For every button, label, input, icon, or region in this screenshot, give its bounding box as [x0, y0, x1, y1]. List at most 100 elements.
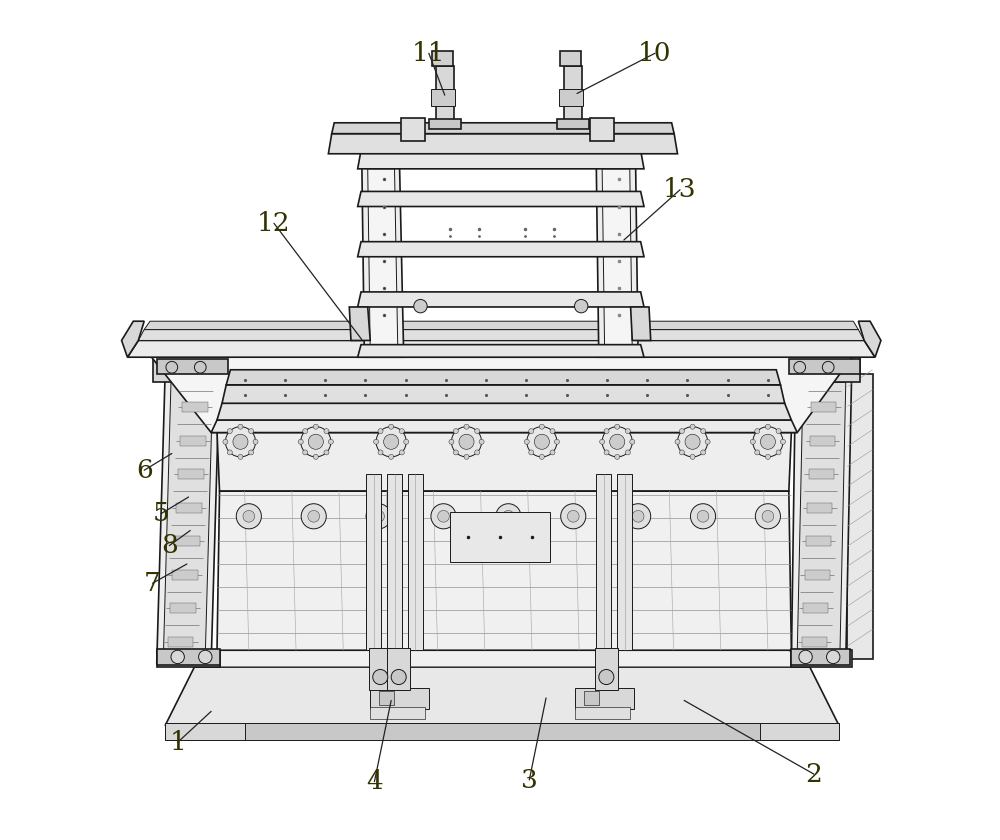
Circle shape	[529, 428, 534, 433]
Circle shape	[243, 511, 255, 522]
Circle shape	[675, 439, 680, 444]
Polygon shape	[222, 385, 785, 403]
Circle shape	[524, 439, 529, 444]
Circle shape	[199, 650, 212, 664]
Circle shape	[539, 454, 544, 459]
Bar	[810, 436, 835, 446]
Circle shape	[632, 511, 644, 522]
Circle shape	[599, 669, 614, 685]
Circle shape	[308, 434, 323, 449]
Polygon shape	[602, 169, 632, 353]
Polygon shape	[387, 475, 402, 650]
Circle shape	[604, 428, 609, 433]
Text: 6: 6	[136, 458, 153, 483]
Bar	[807, 503, 832, 513]
Circle shape	[615, 424, 620, 429]
Polygon shape	[368, 169, 398, 353]
Circle shape	[404, 439, 409, 444]
Circle shape	[794, 361, 806, 373]
Circle shape	[575, 299, 588, 312]
Circle shape	[451, 427, 482, 457]
Circle shape	[479, 439, 484, 444]
Circle shape	[679, 428, 684, 433]
Circle shape	[604, 450, 609, 455]
Circle shape	[298, 439, 303, 444]
Circle shape	[238, 454, 243, 459]
Circle shape	[799, 650, 812, 664]
Polygon shape	[157, 650, 220, 667]
Circle shape	[753, 427, 783, 457]
Circle shape	[550, 428, 555, 433]
Circle shape	[431, 504, 456, 529]
Polygon shape	[847, 374, 873, 659]
Bar	[789, 359, 860, 374]
Circle shape	[414, 299, 427, 312]
Polygon shape	[328, 134, 677, 154]
Circle shape	[227, 450, 232, 455]
Circle shape	[378, 450, 383, 455]
Circle shape	[765, 454, 770, 459]
Circle shape	[554, 439, 559, 444]
Bar	[557, 118, 589, 129]
Circle shape	[550, 450, 555, 455]
Circle shape	[459, 434, 474, 449]
Circle shape	[223, 439, 228, 444]
Circle shape	[567, 511, 579, 522]
Circle shape	[610, 434, 625, 449]
Bar	[170, 603, 196, 613]
Circle shape	[313, 424, 318, 429]
Circle shape	[527, 427, 557, 457]
Text: 12: 12	[257, 211, 291, 236]
Polygon shape	[631, 307, 651, 340]
Circle shape	[384, 434, 399, 449]
Circle shape	[249, 450, 254, 455]
Bar	[575, 688, 634, 709]
Circle shape	[389, 424, 394, 429]
Circle shape	[376, 427, 406, 457]
Circle shape	[625, 428, 630, 433]
Circle shape	[762, 511, 774, 522]
Circle shape	[366, 504, 391, 529]
Polygon shape	[358, 344, 644, 357]
Circle shape	[503, 511, 514, 522]
Circle shape	[677, 427, 708, 457]
Bar	[802, 637, 827, 647]
Circle shape	[539, 424, 544, 429]
Bar	[182, 402, 208, 412]
Text: 5: 5	[153, 501, 169, 527]
Circle shape	[378, 428, 383, 433]
Circle shape	[765, 424, 770, 429]
Bar	[811, 402, 836, 412]
Polygon shape	[358, 292, 644, 307]
Polygon shape	[194, 650, 810, 667]
Polygon shape	[791, 374, 852, 663]
Polygon shape	[138, 329, 864, 340]
Circle shape	[373, 669, 388, 685]
Circle shape	[449, 439, 454, 444]
Circle shape	[171, 650, 184, 664]
Polygon shape	[366, 475, 381, 650]
Text: 10: 10	[638, 41, 672, 66]
Circle shape	[225, 427, 256, 457]
Text: 3: 3	[521, 768, 538, 792]
Circle shape	[760, 434, 775, 449]
Circle shape	[602, 427, 632, 457]
Circle shape	[391, 669, 406, 685]
Circle shape	[373, 511, 384, 522]
Circle shape	[561, 504, 586, 529]
Bar	[379, 691, 394, 705]
Polygon shape	[211, 420, 797, 433]
Bar	[178, 470, 204, 480]
Circle shape	[453, 450, 458, 455]
Circle shape	[399, 450, 404, 455]
Circle shape	[313, 454, 318, 459]
Polygon shape	[332, 123, 674, 134]
Circle shape	[233, 434, 248, 449]
Polygon shape	[165, 723, 839, 740]
Polygon shape	[163, 382, 213, 654]
Bar	[370, 707, 425, 719]
Bar	[180, 436, 206, 446]
Polygon shape	[596, 165, 638, 357]
Circle shape	[776, 450, 781, 455]
Circle shape	[464, 424, 469, 429]
